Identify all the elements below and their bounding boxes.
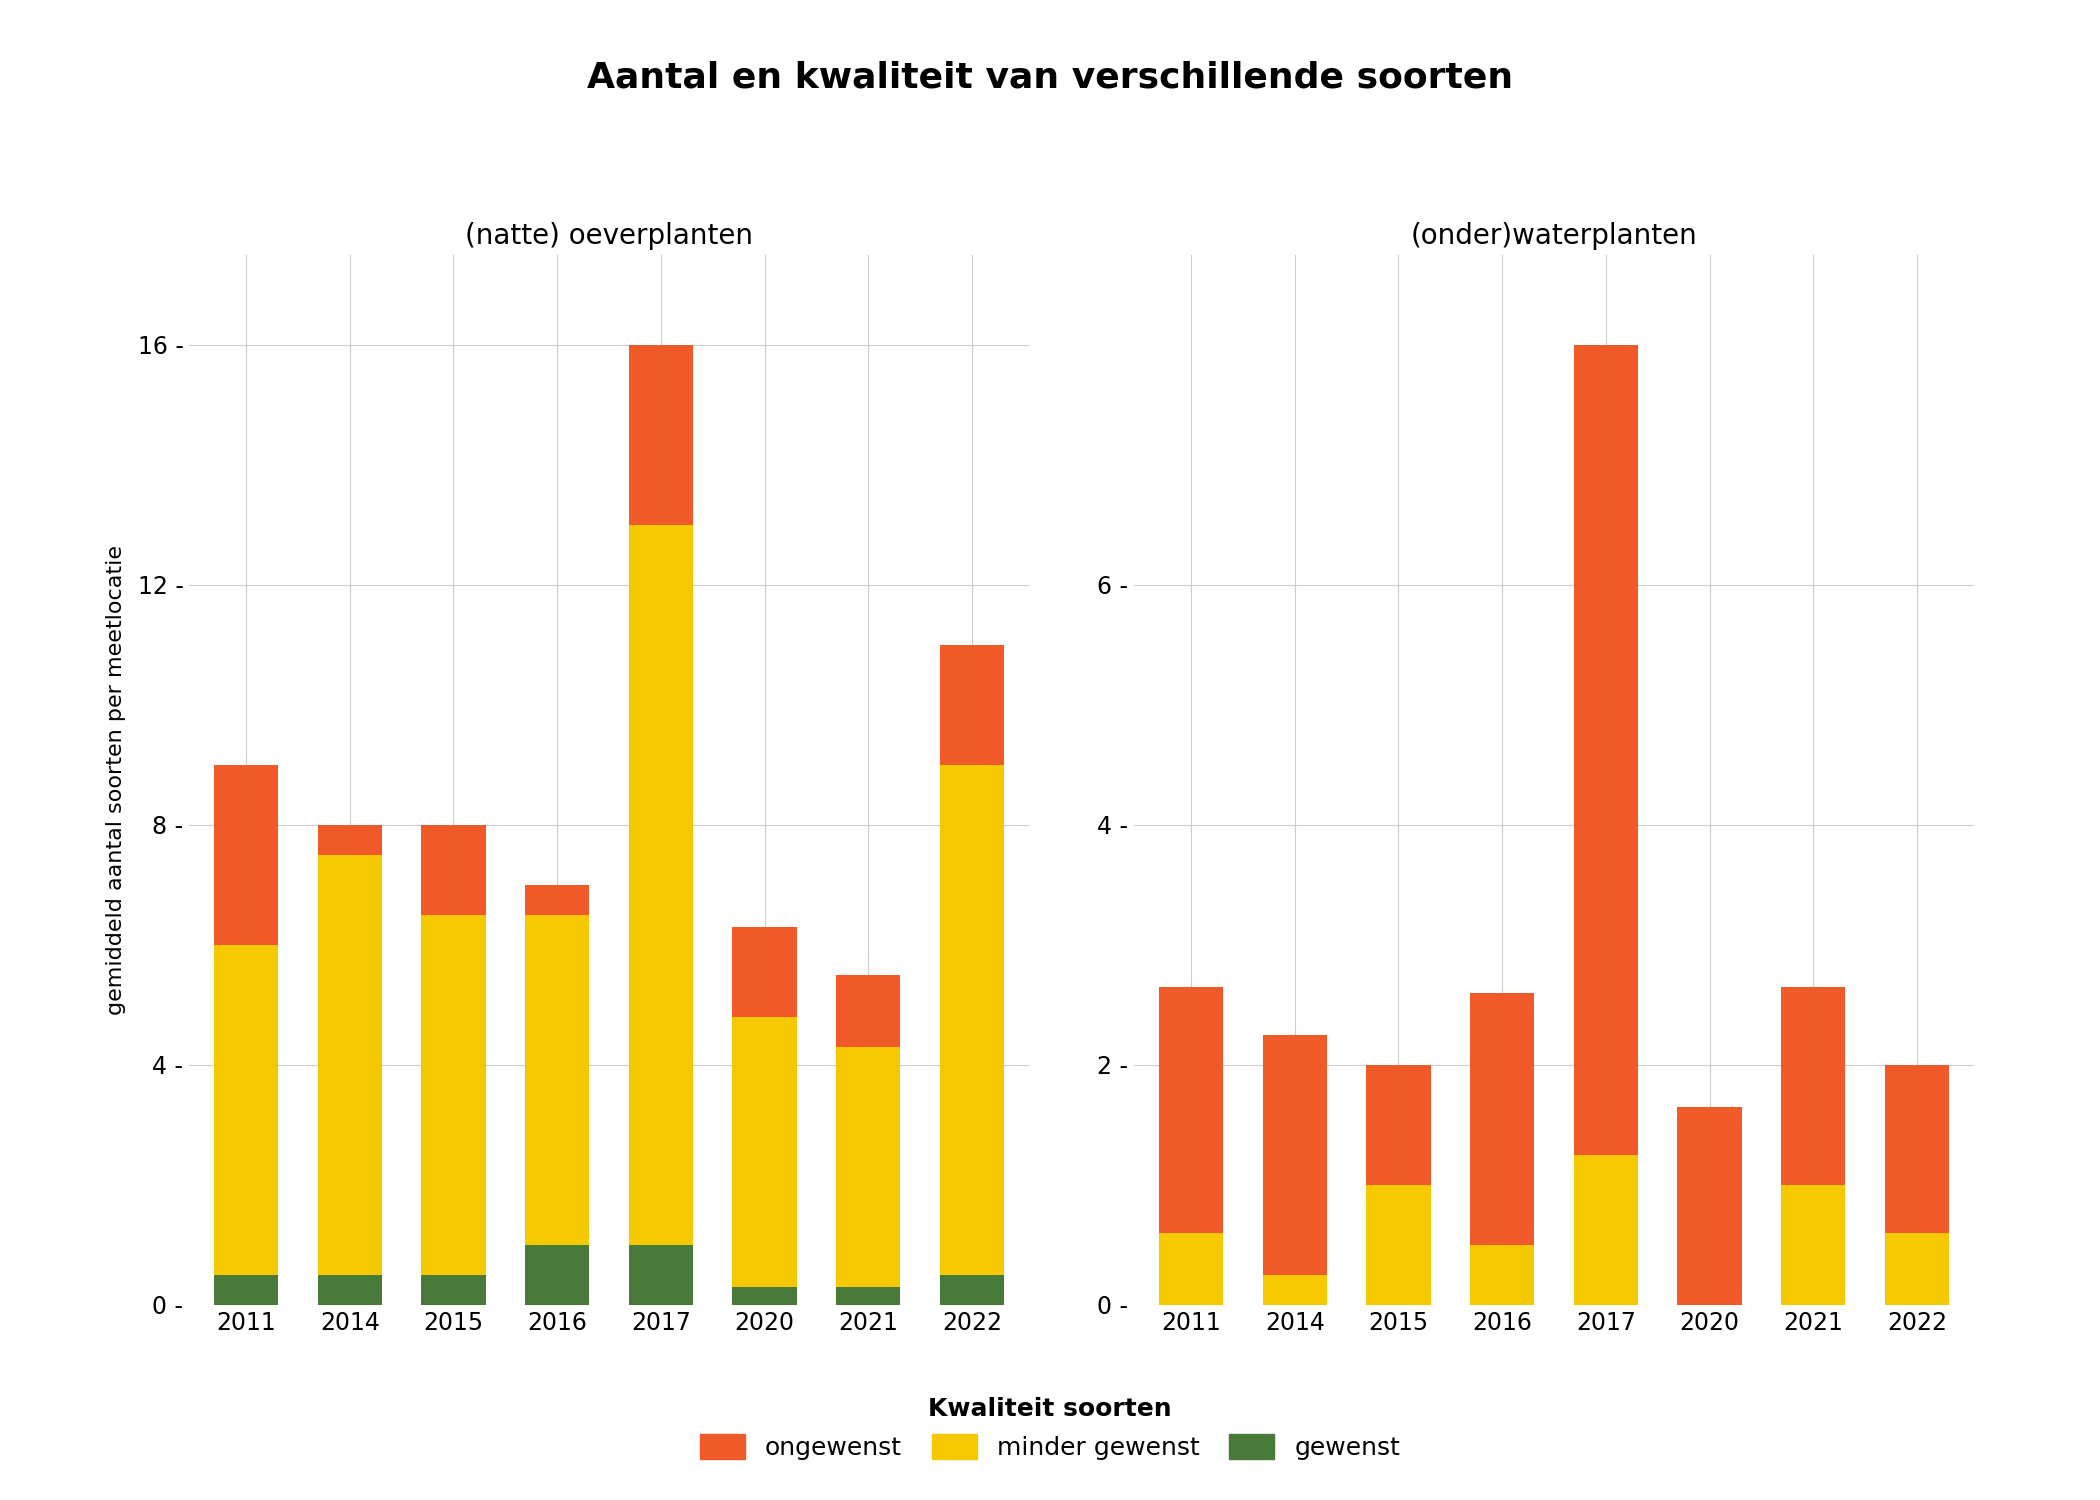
- Title: (onder)waterplanten: (onder)waterplanten: [1411, 222, 1697, 251]
- Bar: [525, 885, 590, 915]
- Bar: [628, 525, 693, 1245]
- Bar: [422, 1275, 485, 1305]
- Bar: [317, 855, 382, 1275]
- Bar: [317, 825, 382, 855]
- Bar: [1678, 1107, 1741, 1305]
- Y-axis label: gemiddeld aantal soorten per meetlocatie: gemiddeld aantal soorten per meetlocatie: [107, 544, 126, 1016]
- Bar: [1159, 1233, 1222, 1305]
- Bar: [1781, 1185, 1846, 1305]
- Bar: [1470, 1245, 1535, 1305]
- Bar: [836, 1047, 901, 1287]
- Bar: [525, 1245, 590, 1305]
- Bar: [1367, 1185, 1430, 1305]
- Title: (natte) oeverplanten: (natte) oeverplanten: [464, 222, 754, 251]
- Bar: [1470, 993, 1535, 1245]
- Bar: [733, 927, 796, 1017]
- Bar: [733, 1017, 796, 1287]
- Bar: [1886, 1233, 1949, 1305]
- Bar: [941, 645, 1004, 765]
- Bar: [628, 1245, 693, 1305]
- Bar: [214, 945, 277, 1275]
- Bar: [628, 345, 693, 525]
- Bar: [317, 1275, 382, 1305]
- Bar: [1159, 987, 1222, 1233]
- Bar: [941, 1275, 1004, 1305]
- Bar: [525, 915, 590, 1245]
- Bar: [422, 915, 485, 1275]
- Bar: [214, 1275, 277, 1305]
- Text: Aantal en kwaliteit van verschillende soorten: Aantal en kwaliteit van verschillende so…: [586, 60, 1514, 94]
- Bar: [1573, 345, 1638, 1155]
- Legend: ongewenst, minder gewenst, gewenst: ongewenst, minder gewenst, gewenst: [687, 1384, 1413, 1473]
- Bar: [836, 1287, 901, 1305]
- Bar: [1262, 1275, 1327, 1305]
- Bar: [214, 765, 277, 945]
- Bar: [1573, 1155, 1638, 1305]
- Bar: [1886, 1065, 1949, 1233]
- Bar: [941, 765, 1004, 1275]
- Bar: [733, 1287, 796, 1305]
- Bar: [1781, 987, 1846, 1185]
- Bar: [836, 975, 901, 1047]
- Bar: [1367, 1065, 1430, 1185]
- Bar: [422, 825, 485, 915]
- Bar: [1262, 1035, 1327, 1275]
